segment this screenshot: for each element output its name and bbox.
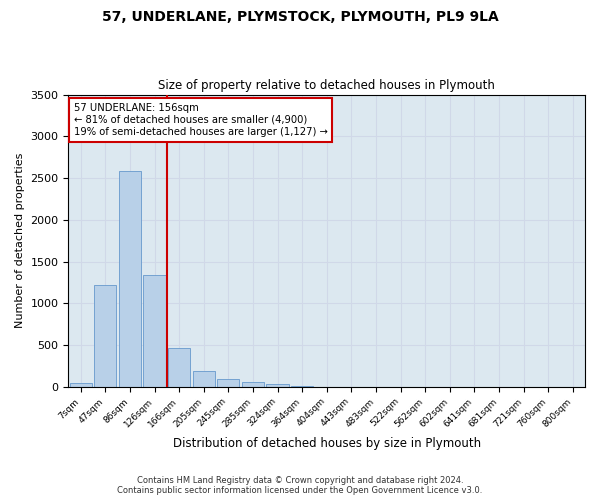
Bar <box>168 348 190 387</box>
Bar <box>119 170 141 387</box>
Bar <box>266 384 289 387</box>
Bar <box>143 275 166 387</box>
Bar <box>94 285 116 387</box>
Bar <box>70 382 92 387</box>
X-axis label: Distribution of detached houses by size in Plymouth: Distribution of detached houses by size … <box>173 437 481 450</box>
Title: Size of property relative to detached houses in Plymouth: Size of property relative to detached ho… <box>158 79 495 92</box>
Bar <box>217 378 239 387</box>
Bar <box>193 372 215 387</box>
Text: Contains HM Land Registry data © Crown copyright and database right 2024.
Contai: Contains HM Land Registry data © Crown c… <box>118 476 482 495</box>
Text: 57 UNDERLANE: 156sqm
← 81% of detached houses are smaller (4,900)
19% of semi-de: 57 UNDERLANE: 156sqm ← 81% of detached h… <box>74 104 328 136</box>
Bar <box>242 382 264 387</box>
Y-axis label: Number of detached properties: Number of detached properties <box>15 153 25 328</box>
Text: 57, UNDERLANE, PLYMSTOCK, PLYMOUTH, PL9 9LA: 57, UNDERLANE, PLYMSTOCK, PLYMOUTH, PL9 … <box>101 10 499 24</box>
